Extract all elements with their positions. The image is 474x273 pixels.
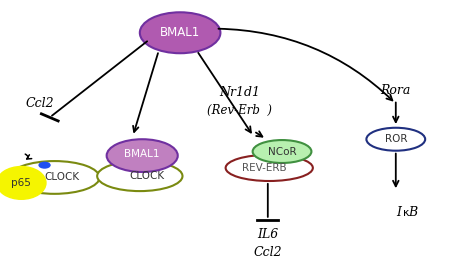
Text: (Rev-Erb  ): (Rev-Erb ) <box>207 104 272 117</box>
Text: B: B <box>408 206 417 219</box>
Ellipse shape <box>97 161 182 191</box>
Text: Ccl2: Ccl2 <box>254 246 282 259</box>
Text: κ: κ <box>403 208 410 218</box>
Text: p65: p65 <box>11 178 31 188</box>
Text: BMAL1: BMAL1 <box>125 149 160 159</box>
Text: Nr1d1: Nr1d1 <box>219 86 260 99</box>
Text: NCoR: NCoR <box>268 147 296 156</box>
Text: CLOCK: CLOCK <box>129 171 164 181</box>
Text: ROR: ROR <box>384 134 407 144</box>
Text: REV-ERB: REV-ERB <box>242 163 287 173</box>
Ellipse shape <box>9 161 100 194</box>
Ellipse shape <box>366 128 425 151</box>
Text: BMAL1: BMAL1 <box>160 26 200 39</box>
Circle shape <box>38 162 51 169</box>
Text: Rora: Rora <box>381 84 411 97</box>
Ellipse shape <box>107 139 178 172</box>
Text: CLOCK: CLOCK <box>44 173 79 182</box>
Text: Ccl2: Ccl2 <box>26 97 55 110</box>
Text: IL6: IL6 <box>257 228 278 241</box>
Ellipse shape <box>253 140 311 163</box>
Ellipse shape <box>0 167 46 199</box>
Text: I: I <box>396 206 405 219</box>
Ellipse shape <box>140 12 220 53</box>
Ellipse shape <box>226 155 313 181</box>
